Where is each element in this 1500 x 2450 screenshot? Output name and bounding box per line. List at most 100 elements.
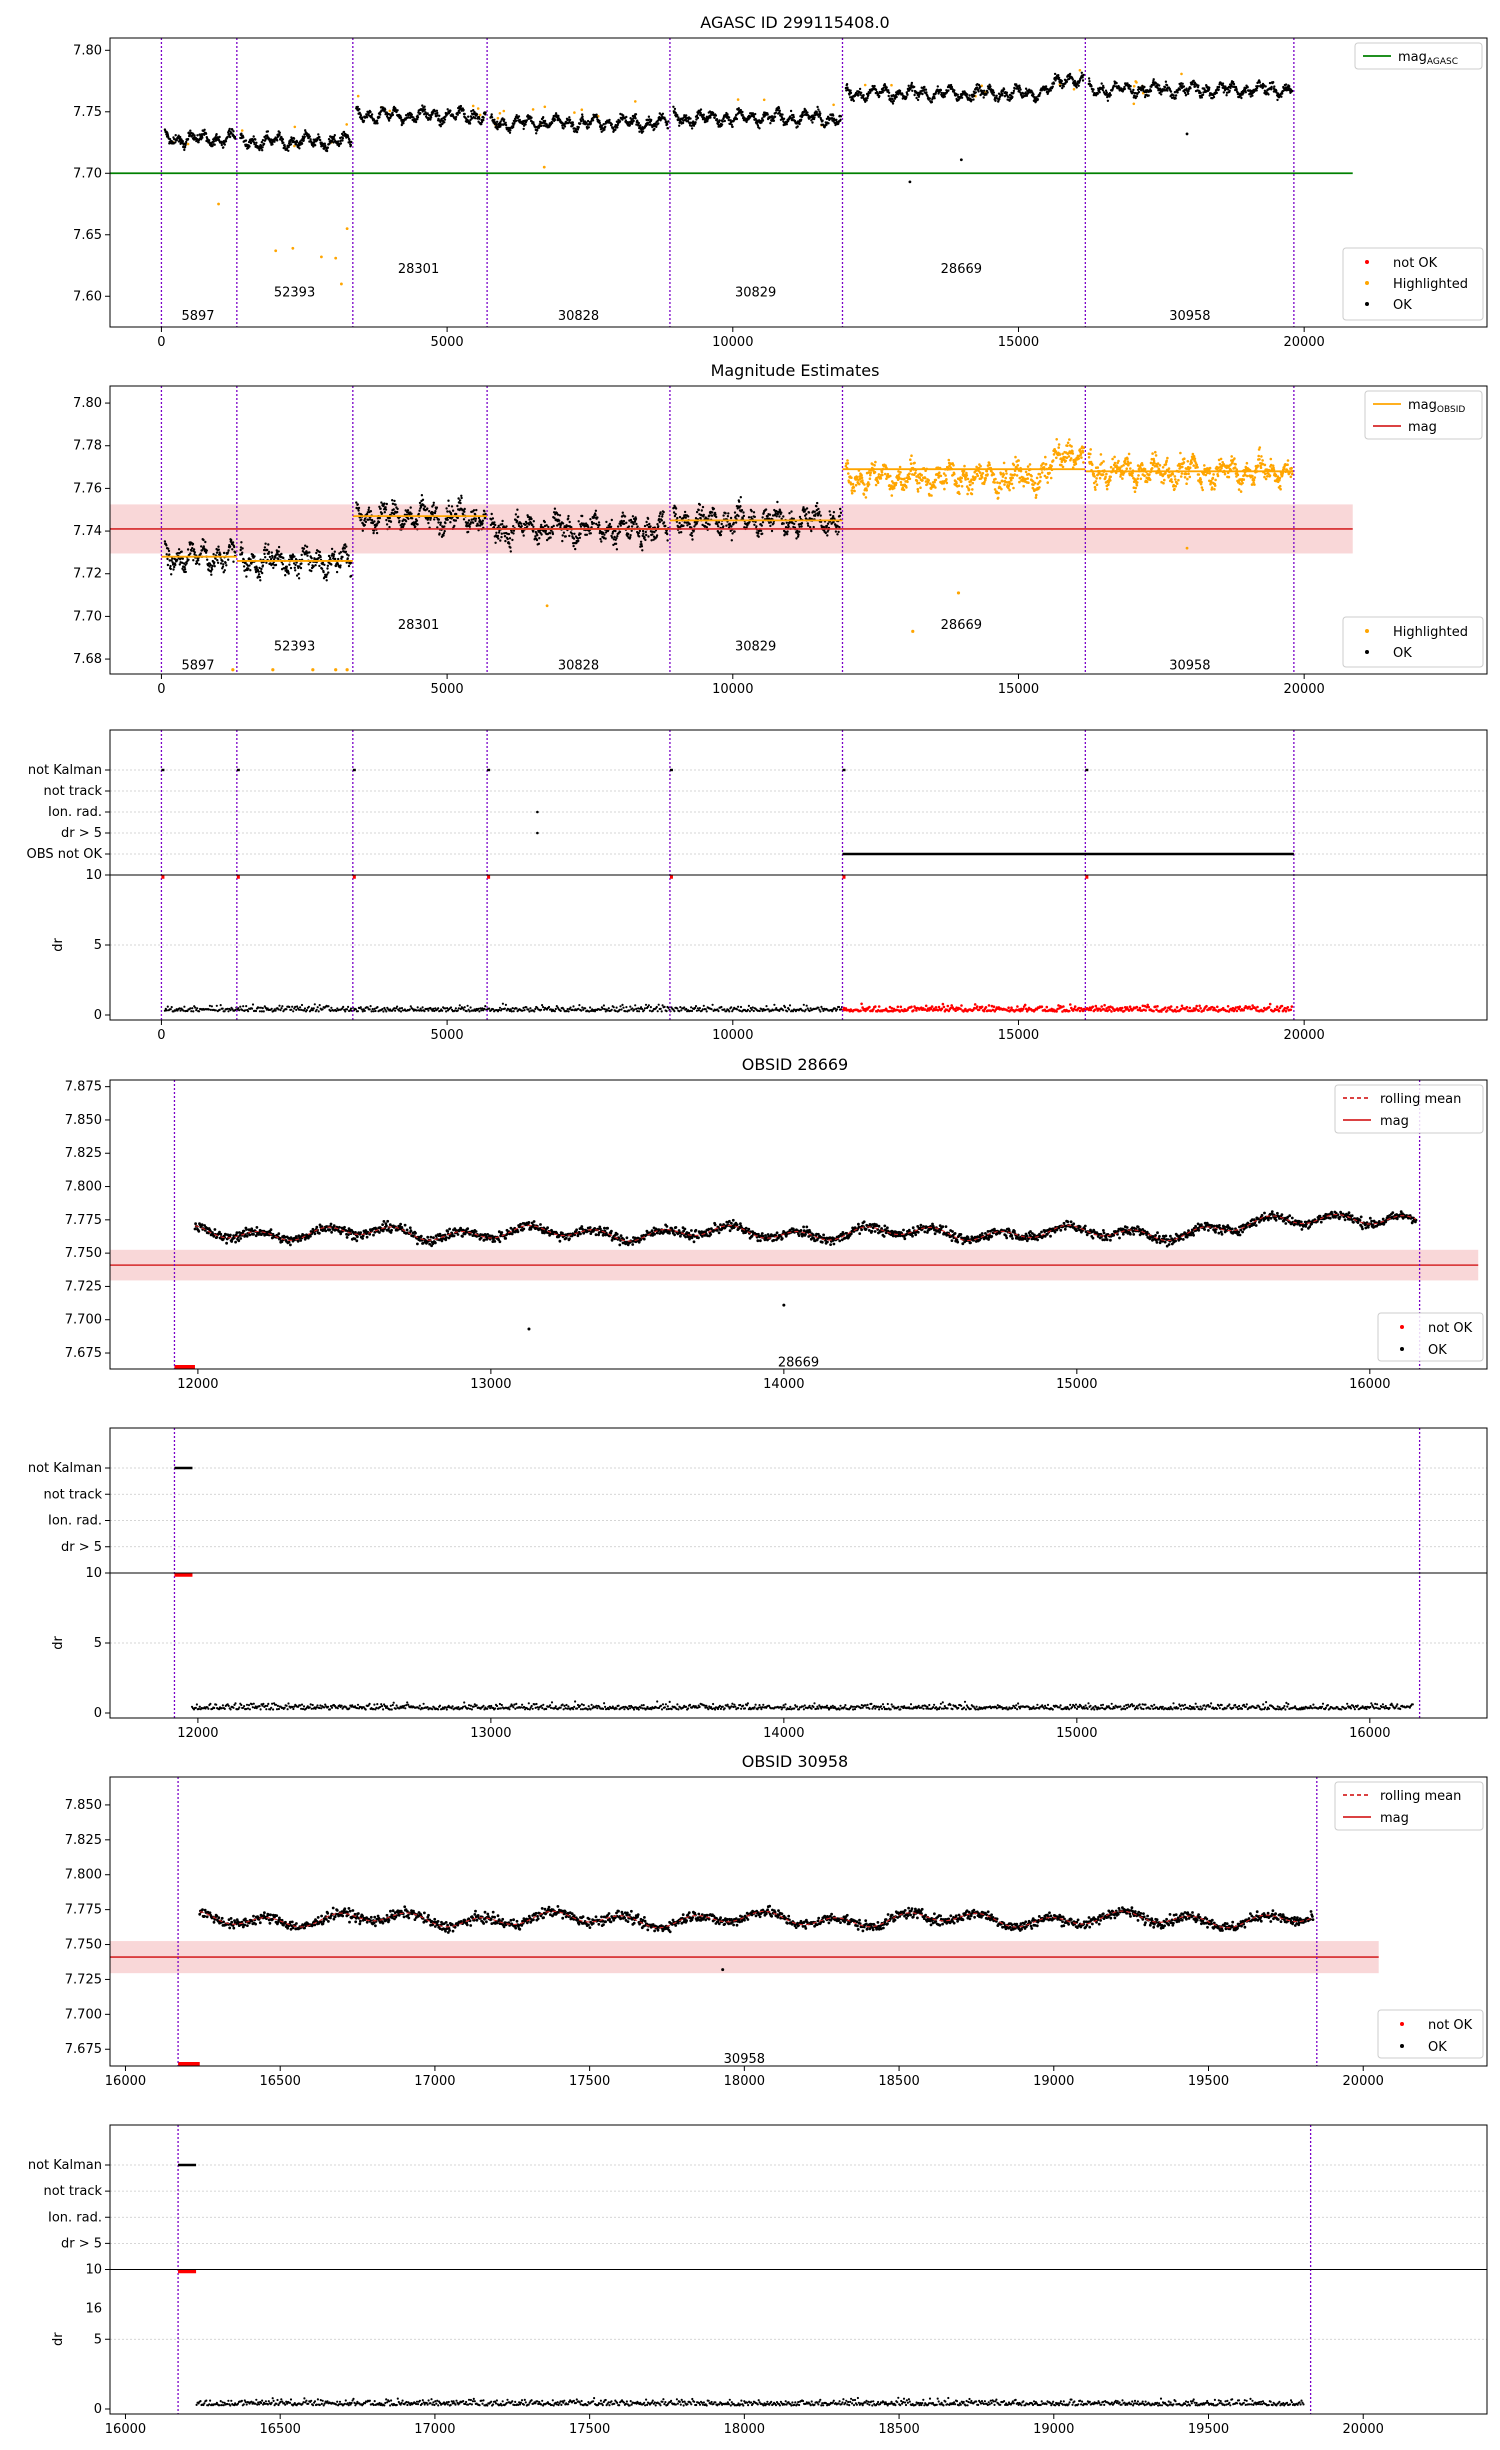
- x-tick-label: 18500: [878, 2422, 919, 2437]
- panel-agasc: 5897 52393 28301 30828 30829 28669 30958 0 5000 1…: [73, 38, 1484, 350]
- x-tick-label: 15000: [1056, 1377, 1097, 1392]
- category-label: not Kalman: [28, 763, 102, 778]
- panel-agasc-frame: [109, 37, 1488, 328]
- x-tick-label: 19500: [1188, 2422, 1229, 2437]
- panel-obsid-frame: [109, 1079, 1488, 1370]
- data-points: [195, 2396, 1305, 2407]
- panel-flags-frame: [109, 729, 1488, 1021]
- outlier-point: [345, 668, 349, 672]
- data-points: [844, 438, 1294, 500]
- y-tick-label: 7.76: [73, 481, 102, 496]
- obsid-label: 52393: [274, 639, 315, 654]
- x-tick-label: 16000: [105, 2074, 146, 2089]
- dr-tick-label: 0: [94, 1706, 102, 1721]
- y-tick-label: 7.74: [73, 524, 102, 539]
- outlier-point: [721, 1968, 725, 1972]
- legend-label: not OK: [1393, 256, 1438, 271]
- outlier-point: [291, 246, 295, 250]
- legend-marker: [1400, 1325, 1404, 1329]
- x-tick-label: 0: [157, 682, 165, 697]
- panel-title: OBSID 28669: [742, 1055, 848, 1074]
- x-tick-label: 10000: [712, 335, 753, 350]
- legend-subscript: OBSID: [1437, 405, 1465, 415]
- legend-label: Highlighted: [1393, 625, 1468, 640]
- x-tick-label: 12000: [177, 1726, 218, 1741]
- dr-tick-label: 5: [94, 2332, 102, 2347]
- obsid-label: 30958: [1169, 658, 1210, 673]
- x-tick-label: 14000: [763, 1377, 804, 1392]
- x-tick-label: 15000: [998, 335, 1039, 350]
- outlier-point: [908, 180, 912, 184]
- dr-axis-label: dr: [51, 2332, 66, 2346]
- y-tick-label: 7.725: [65, 1279, 102, 1294]
- y-tick-label: 7.850: [65, 1113, 102, 1128]
- panel-estimates-frame: [109, 385, 1488, 675]
- obsid-label: 30829: [735, 286, 776, 301]
- outlier-point: [340, 282, 343, 286]
- y-tick-label: 7.775: [65, 1213, 102, 1228]
- legend-label: not OK: [1428, 2018, 1473, 2033]
- rolling-mean-line: [194, 1213, 1417, 1242]
- panel-obsid-data: 30958: [110, 1777, 1379, 2066]
- category-label: Ion. rad.: [48, 1514, 102, 1529]
- x-tick-label: 15000: [1056, 1726, 1097, 1741]
- y-tick-label: 7.80: [73, 43, 102, 58]
- x-tick-label: 0: [157, 1028, 165, 1043]
- outlier-point: [782, 1303, 786, 1307]
- panel-flags-frame: [109, 2124, 1488, 2415]
- legend-marker: [1365, 650, 1369, 654]
- category-label: OBS not OK: [27, 847, 103, 862]
- panel-flags: not Kalman not track Ion. rad. dr > 5 0 5 10 dr…: [28, 1428, 1487, 1741]
- y-tick-label: 7.78: [73, 439, 102, 454]
- legend-marker: [1400, 2022, 1404, 2026]
- outlier-point: [334, 256, 338, 260]
- obsid-label: 28301: [398, 262, 439, 277]
- legend-status: [1377, 1312, 1484, 1362]
- x-tick-label: 12000: [177, 1377, 218, 1392]
- y-tick-label: 7.825: [65, 1833, 102, 1848]
- legend-marker: [1400, 2044, 1404, 2048]
- legend-label: rolling mean: [1380, 1789, 1461, 1804]
- x-tick-label: 5000: [431, 682, 464, 697]
- outlier-point: [956, 591, 961, 595]
- y-tick-label: 7.775: [65, 1903, 102, 1918]
- y-tick-label: 7.72: [73, 567, 102, 582]
- obsid-label: 28301: [398, 618, 439, 633]
- y-tick-label: 7.850: [65, 1798, 102, 1813]
- y-tick-label: 7.70: [73, 166, 102, 181]
- x-tick-label: 17000: [414, 2422, 455, 2437]
- legend-marker: [1365, 281, 1369, 285]
- outlier-point: [1185, 546, 1189, 550]
- obsid-label: 52393: [274, 286, 315, 301]
- y-tick-label: 7.700: [65, 1313, 102, 1328]
- x-tick-label: 19000: [1033, 2422, 1074, 2437]
- data-points: [163, 71, 1294, 153]
- panel-obsid: OBSID 28669 28669 12000 13000 14000 15000 1600…: [65, 1055, 1484, 1392]
- x-tick-label: 10000: [712, 682, 753, 697]
- y-tick-label: 7.675: [65, 1346, 102, 1361]
- obsid-label: 30829: [735, 639, 776, 654]
- legend-label: OK: [1393, 298, 1412, 313]
- obsid-label: 5897: [181, 309, 214, 324]
- data-points: [163, 1002, 844, 1013]
- obsid-label: 30828: [558, 658, 599, 673]
- y-tick-label: 7.725: [65, 1972, 102, 1987]
- dr-tick-label: 0: [94, 1008, 102, 1023]
- x-tick-label: 19000: [1033, 2074, 1074, 2089]
- category-label: not Kalman: [28, 2158, 102, 2173]
- panel-flags-data: [110, 730, 1487, 1020]
- x-tick-label: 20000: [1343, 2422, 1384, 2437]
- x-tick-label: 18000: [724, 2422, 765, 2437]
- x-tick-label: 5000: [431, 335, 464, 350]
- legend-agasc: [1354, 42, 1483, 70]
- legend-label: rolling mean: [1380, 1092, 1461, 1107]
- data-points: [193, 1210, 1418, 1248]
- dr-tick-label: 10: [85, 1566, 102, 1581]
- legend-rolling: [1334, 1084, 1484, 1134]
- dr-tick-label: 0: [94, 2402, 102, 2417]
- obsid-label: 30828: [558, 309, 599, 324]
- x-tick-label: 16000: [1349, 1726, 1390, 1741]
- data-points: [841, 1002, 1294, 1013]
